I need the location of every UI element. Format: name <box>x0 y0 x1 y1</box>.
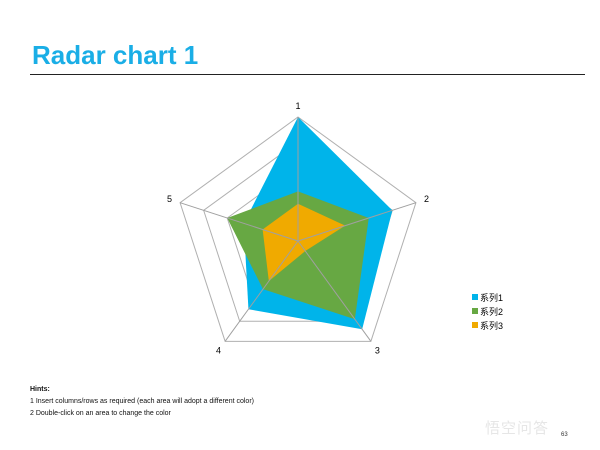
legend: 系列1 系列2 系列3 <box>472 290 503 332</box>
legend-item[interactable]: 系列2 <box>472 304 503 318</box>
hint-1: 1 Insert columns/rows as required (each … <box>30 398 254 405</box>
axis-spoke <box>297 202 417 242</box>
axis-labels: 1 2 3 4 5 <box>167 101 429 356</box>
axis-spoke <box>297 240 372 342</box>
axis-label: 3 <box>375 345 380 355</box>
legend-swatch <box>472 294 478 300</box>
legend-label: 系列3 <box>480 320 504 331</box>
axis-spoke <box>179 202 299 242</box>
hints: Hints: 1 Insert columns/rows as required… <box>30 384 254 420</box>
axis-label: 2 <box>424 194 429 204</box>
slide-title: Radar chart 1 <box>32 40 199 70</box>
page-number: 63 <box>561 432 568 438</box>
axis-label: 5 <box>167 194 172 204</box>
legend-swatch <box>472 308 478 314</box>
axis-spoke <box>224 240 299 342</box>
axis-label: 1 <box>295 101 300 111</box>
legend-item[interactable]: 系列1 <box>472 290 503 304</box>
legend-label: 系列2 <box>480 306 504 317</box>
radar-areas <box>227 117 393 330</box>
hint-2: 2 Double-click on an area to change the … <box>30 410 171 417</box>
legend-swatch <box>472 322 478 328</box>
legend-item[interactable]: 系列3 <box>472 318 503 332</box>
watermark-logo: 悟空问答 <box>485 420 550 437</box>
title-divider <box>30 74 585 75</box>
hints-title: Hints: <box>30 386 50 393</box>
grid-ring <box>179 116 417 342</box>
axis-label: 4 <box>216 345 221 355</box>
radar-spokes <box>179 117 417 342</box>
legend-label: 系列1 <box>480 292 504 303</box>
